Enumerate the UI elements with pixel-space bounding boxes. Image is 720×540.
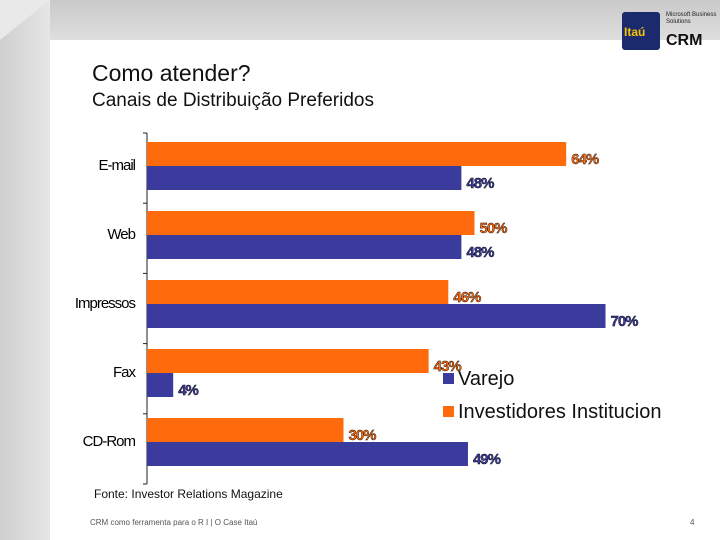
- data-label-investidores: 46%: [453, 289, 481, 306]
- data-label-investidores: 50%: [480, 220, 508, 237]
- source-note: Fonte: Investor Relations Magazine: [94, 487, 283, 501]
- category-label: Fax: [113, 364, 137, 381]
- bar-investidores: [147, 280, 449, 304]
- page-number: 4: [690, 518, 695, 527]
- bar-varejo: [147, 166, 462, 190]
- category-label: Impressos: [75, 295, 136, 312]
- legend-label-investidores: Investidores Institucion: [458, 401, 662, 423]
- bar-investidores: [147, 418, 344, 442]
- chart-legend: Varejo Investidores Institucion: [443, 368, 661, 434]
- category-label: Web: [107, 226, 135, 243]
- logo: Itaú Microsoft Business Solutions CRM: [622, 12, 718, 50]
- itau-logo-icon: Itaú: [622, 12, 660, 50]
- data-label-varejo: 48%: [466, 244, 494, 261]
- frame-corner: [0, 0, 50, 40]
- legend-item-investidores: Investidores Institucion: [443, 401, 661, 434]
- bar-investidores: [147, 142, 567, 166]
- legend-swatch-varejo: [443, 373, 454, 384]
- data-label-varejo: 4%: [178, 382, 198, 399]
- bar-varejo: [147, 442, 468, 466]
- itau-logo-text: Itaú: [624, 25, 646, 39]
- legend-item-varejo: Varejo: [443, 368, 661, 401]
- slide-subtitle: Canais de Distribuição Preferidos: [92, 90, 374, 111]
- bar-varejo: [147, 235, 462, 259]
- data-label-varejo: 48%: [466, 175, 494, 192]
- microsoft-business-solutions-text: Microsoft Business Solutions: [666, 12, 717, 25]
- legend-label-varejo: Varejo: [458, 368, 515, 390]
- frame-left-band: [0, 0, 50, 540]
- legend-swatch-investidores: [443, 406, 454, 417]
- bar-investidores: [147, 349, 429, 373]
- slide-title: Como atender?: [92, 60, 251, 86]
- data-label-varejo: 49%: [473, 451, 501, 468]
- data-label-investidores: 30%: [349, 427, 377, 444]
- bar-varejo: [147, 373, 174, 397]
- data-label-investidores: 64%: [571, 151, 599, 168]
- bar-varejo: [147, 304, 606, 328]
- crm-logo-text: CRM: [666, 32, 703, 49]
- category-label: CD-Rom: [83, 433, 136, 450]
- frame-top-band: [0, 0, 720, 40]
- data-label-investidores: 43%: [434, 358, 462, 375]
- category-label: E-mail: [98, 157, 135, 174]
- bar-investidores: [147, 211, 475, 235]
- data-label-varejo: 70%: [611, 313, 639, 330]
- footer-text: CRM como ferramenta para o R I | O Case …: [90, 518, 258, 527]
